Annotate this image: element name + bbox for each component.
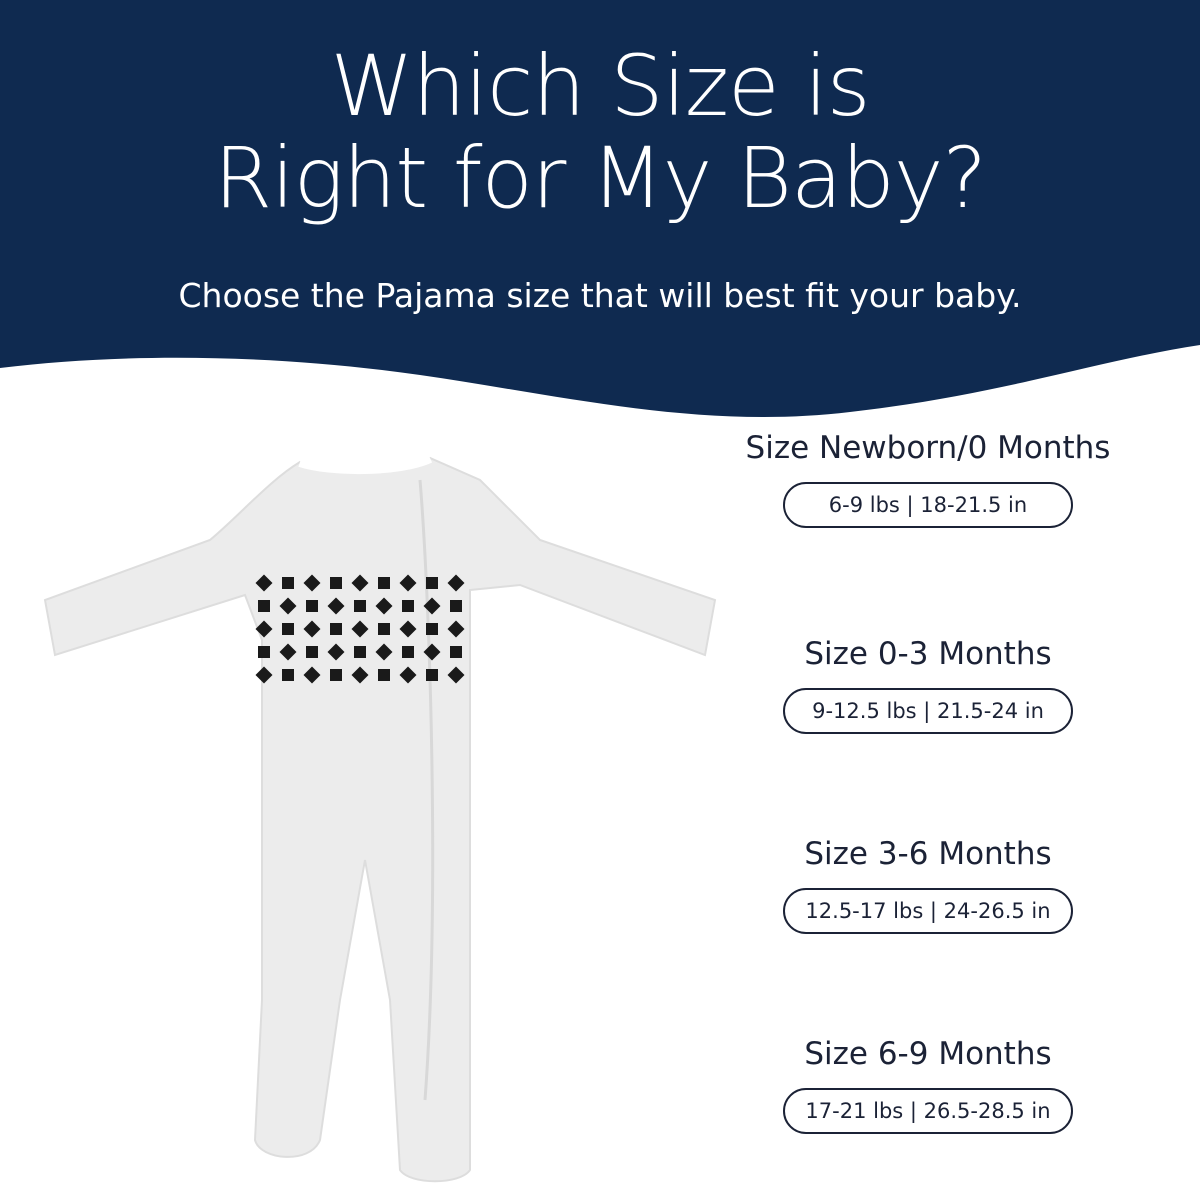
- pattern-shape: [327, 597, 345, 615]
- pattern-shape: [282, 623, 294, 635]
- pattern-shape: [426, 577, 438, 589]
- pattern-shape: [378, 669, 390, 681]
- pattern-shape: [423, 597, 441, 615]
- pattern-shape: [354, 600, 366, 612]
- pattern-shape: [255, 666, 273, 684]
- pattern-shape: [447, 574, 465, 592]
- pattern-shape: [399, 574, 417, 592]
- pattern-shape: [327, 643, 345, 661]
- pattern-shape: [351, 666, 369, 684]
- size-name: Size 3-6 Months: [804, 836, 1052, 872]
- pattern-shape: [282, 577, 294, 589]
- pattern-shape: [303, 620, 321, 638]
- pattern-shape: [351, 574, 369, 592]
- pattern-shape: [255, 620, 273, 638]
- pattern-shape: [402, 646, 414, 658]
- pattern-shape: [330, 669, 342, 681]
- subtitle: Choose the Pajama size that will best fi…: [178, 276, 1022, 315]
- pattern-shape: [303, 666, 321, 684]
- pattern-shape: [447, 620, 465, 638]
- pattern-shape: [258, 600, 270, 612]
- pattern-shape: [426, 669, 438, 681]
- pattern-shape: [303, 574, 321, 592]
- size-option-0-3: Size 0-3 Months 9-12.5 lbs | 21.5-24 in: [728, 636, 1128, 734]
- pattern-shape: [378, 623, 390, 635]
- pattern-shape: [402, 600, 414, 612]
- title-line-2: Right for My Baby?: [213, 129, 987, 227]
- pattern-shape: [330, 623, 342, 635]
- pattern-shape: [282, 669, 294, 681]
- page-title: Which Size is Right for My Baby?: [0, 40, 1200, 224]
- size-range-pill: 6-9 lbs | 18-21.5 in: [783, 482, 1073, 528]
- size-range-pill: 17-21 lbs | 26.5-28.5 in: [783, 1088, 1073, 1134]
- pattern-shape: [399, 620, 417, 638]
- pattern-shape: [279, 643, 297, 661]
- size-name: Size 6-9 Months: [804, 1036, 1052, 1072]
- pattern-shape: [375, 597, 393, 615]
- pattern-shape: [447, 666, 465, 684]
- pattern-shape: [450, 646, 462, 658]
- pattern-shape: [354, 646, 366, 658]
- pattern-shape: [399, 666, 417, 684]
- pattern-shape: [351, 620, 369, 638]
- pattern-shape: [426, 623, 438, 635]
- size-name: Size 0-3 Months: [804, 636, 1052, 672]
- size-name: Size Newborn/0 Months: [745, 430, 1111, 466]
- pattern-shape: [450, 600, 462, 612]
- pattern-shape: [375, 643, 393, 661]
- size-option-newborn: Size Newborn/0 Months 6-9 lbs | 18-21.5 …: [728, 430, 1128, 528]
- pattern-shape: [306, 646, 318, 658]
- pattern-shape: [255, 574, 273, 592]
- size-range-pill: 9-12.5 lbs | 21.5-24 in: [783, 688, 1073, 734]
- pattern-shape: [306, 600, 318, 612]
- pattern-shape: [378, 577, 390, 589]
- size-option-6-9: Size 6-9 Months 17-21 lbs | 26.5-28.5 in: [728, 1036, 1128, 1134]
- pattern-shape: [279, 597, 297, 615]
- size-range-pill: 12.5-17 lbs | 24-26.5 in: [783, 888, 1073, 934]
- pattern-shape: [258, 646, 270, 658]
- size-option-3-6: Size 3-6 Months 12.5-17 lbs | 24-26.5 in: [728, 836, 1128, 934]
- pattern-shape: [423, 643, 441, 661]
- title-line-1: Which Size is: [330, 37, 871, 135]
- pajama-image: [43, 453, 717, 1183]
- pattern-shape: [330, 577, 342, 589]
